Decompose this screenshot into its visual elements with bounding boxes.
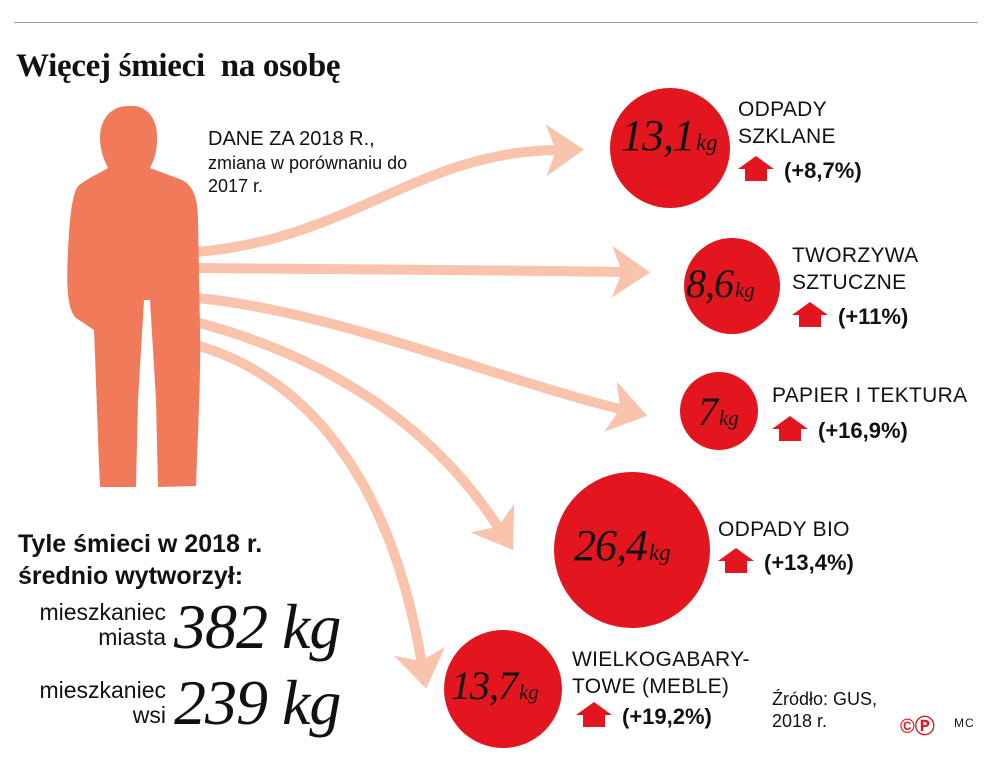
up-arrow-icon — [772, 416, 808, 441]
arrow-odpady-szklane — [195, 145, 561, 257]
change-wielkogabarytowe: (+19,2%) — [576, 702, 712, 730]
bubble-wielkogabarytowe — [444, 630, 562, 748]
category-wielkogabarytowe: WIELKOGABARY-TOWE (MEBLE) — [572, 648, 750, 698]
totals-heading: Tyle śmieci w 2018 r. średnio wytworzył: — [18, 530, 263, 590]
up-arrow-icon — [718, 548, 754, 573]
city-resident-value: 382 kg — [174, 591, 341, 662]
category-papier-i-tektura: PAPIER I TEKTURA — [772, 384, 968, 407]
value-odpady-bio: 26,4kg — [574, 521, 671, 570]
change-tworzywa-sztuczne: (+11%) — [792, 302, 908, 330]
bubble-odpady-bio — [554, 472, 710, 628]
flow-arrows — [194, 124, 650, 689]
value-odpady-szklane: 13,1kg — [621, 111, 718, 160]
note-line-2: zmiana w porównaniu do 2017 r. — [208, 153, 408, 196]
bubble-papier-i-tektura — [680, 372, 758, 450]
arrow-odpady-bio — [194, 317, 505, 533]
change-odpady-szklane: (+8,7%) — [738, 156, 862, 184]
bubble-odpady-szklane — [610, 88, 730, 208]
arrow-tworzywa-sztuczne-head — [611, 245, 650, 298]
up-arrow-icon — [738, 156, 774, 181]
up-arrow-icon — [792, 302, 828, 327]
change-papier-i-tektura: (+16,9%) — [772, 416, 908, 444]
copyright-mark: ©Ⓟ — [900, 716, 935, 738]
arrow-papier-i-tektura-head — [604, 381, 648, 432]
arrow-papier-i-tektura — [195, 293, 626, 415]
value-papier-i-tektura: 7kg — [698, 389, 739, 434]
value-tworzywa-sztuczne: 8,6kg — [686, 261, 755, 306]
arrow-wielkogabarytowe — [194, 340, 427, 666]
city-resident-label: mieszkaniec miasta — [39, 599, 166, 650]
category-odpady-bio: ODPADY BIO — [718, 518, 850, 541]
up-arrow-icon — [576, 702, 612, 727]
category-odpady-szklane: ODPADY SZKLANE — [738, 98, 836, 148]
arrow-odpady-bio-head — [470, 504, 515, 551]
category-tworzywa-sztuczne: TWORZYWA SZTUCZNE — [792, 244, 918, 294]
arrow-tworzywa-sztuczne — [195, 263, 627, 277]
village-resident-value: 239 kg — [174, 667, 341, 738]
value-wielkogabarytowe: 13,7kg — [451, 663, 539, 708]
note-line-1: DANE ZA 2018 R., — [208, 128, 375, 150]
top-rule — [14, 22, 978, 23]
bubble-tworzywa-sztuczne — [684, 238, 780, 334]
author-credit: MC — [954, 716, 975, 730]
change-odpady-bio: (+13,4%) — [718, 548, 854, 576]
village-resident-label: mieszkaniec wsi — [39, 677, 166, 728]
arrow-wielkogabarytowe-head — [393, 646, 446, 689]
source-note: Źródło: GUS, 2018 r. — [772, 689, 878, 731]
chart-title: Więcej śmieci na osobę — [16, 48, 341, 84]
arrow-odpady-szklane-head — [545, 124, 584, 177]
person-silhouette — [67, 105, 201, 488]
